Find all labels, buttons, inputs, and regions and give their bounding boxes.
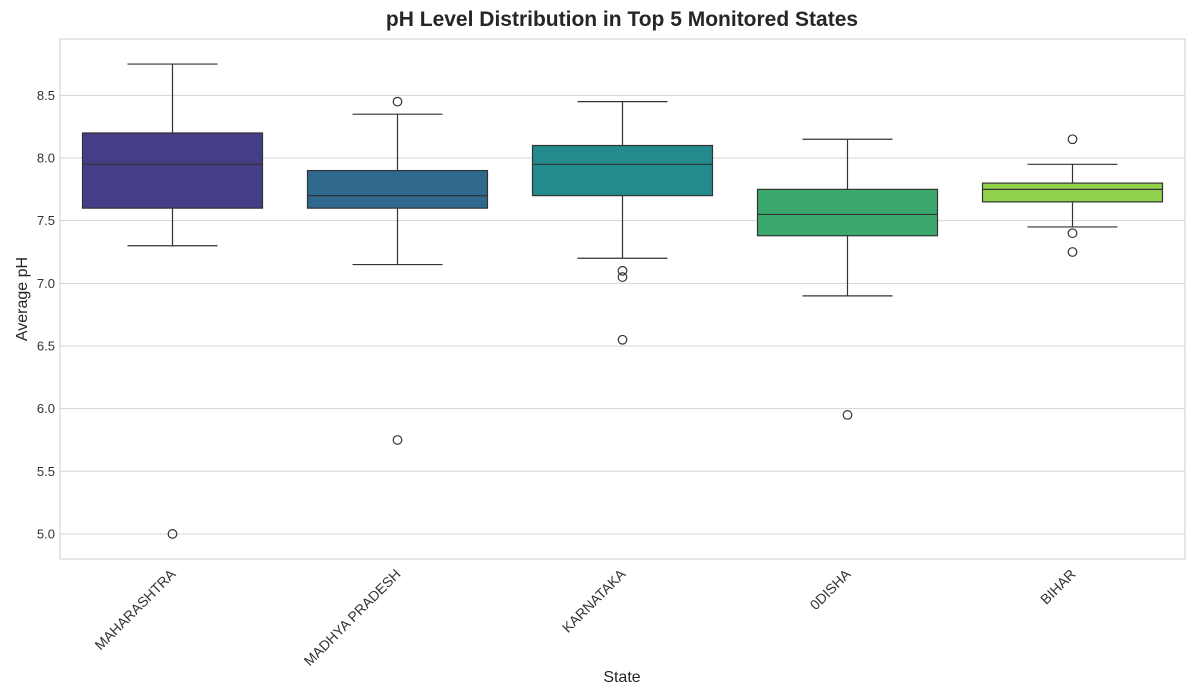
outlier-point (392, 435, 403, 445)
outlier-point (617, 334, 628, 345)
box-layer (81, 63, 1164, 539)
y-tick-label: 5.0 (37, 526, 55, 541)
iqr-box (756, 188, 939, 237)
x-tick-label: MAHARASHTRA (91, 565, 179, 653)
outlier-point (1067, 134, 1078, 145)
x-tick-label: 0DISHA (807, 565, 855, 613)
x-axis-label: State (603, 669, 640, 686)
box-group-karnataka (531, 101, 714, 345)
y-tick-label: 6.5 (37, 338, 55, 353)
y-tick-label: 8.0 (37, 151, 55, 166)
outlier-point (617, 265, 628, 276)
iqr-box (981, 182, 1164, 203)
y-tick-label: 7.5 (37, 213, 55, 228)
x-tick-label: KARNATAKA (559, 565, 629, 635)
box-group-0disha (756, 138, 939, 420)
outlier-point (167, 529, 178, 539)
iqr-box (306, 169, 489, 209)
outlier-point (1067, 228, 1078, 239)
outlier-point (392, 96, 403, 107)
iqr-box (531, 144, 714, 197)
outlier-point (617, 272, 628, 282)
y-tick-label: 8.5 (37, 88, 55, 103)
chart-title: pH Level Distribution in Top 5 Monitored… (385, 8, 859, 31)
x-tick-label: MADHYA PRADESH (301, 566, 404, 669)
y-tick-label: 5.5 (37, 464, 55, 479)
plot-frame (59, 38, 1186, 560)
iqr-box (81, 132, 264, 209)
outlier-point (1067, 247, 1078, 257)
y-tick-label: 6.0 (37, 401, 55, 416)
x-tick-label: BIHAR (1037, 566, 1079, 608)
y-axis-label: Average pH (14, 257, 31, 341)
box-group-madhya-pradesh (306, 96, 489, 445)
y-tick-labels: 5.0 5.5 6.0 6.5 7.0 7.5 8.0 8.5 (37, 88, 55, 542)
x-tick-labels: MAHARASHTRA MADHYA PRADESH KARNATAKA 0DISHA… (91, 565, 1078, 668)
grid-lines (60, 94, 1185, 535)
box-group-bihar (981, 134, 1164, 257)
outlier-point (842, 410, 853, 420)
box-group-maharashtra (81, 63, 264, 539)
y-tick-label: 7.0 (37, 276, 55, 291)
